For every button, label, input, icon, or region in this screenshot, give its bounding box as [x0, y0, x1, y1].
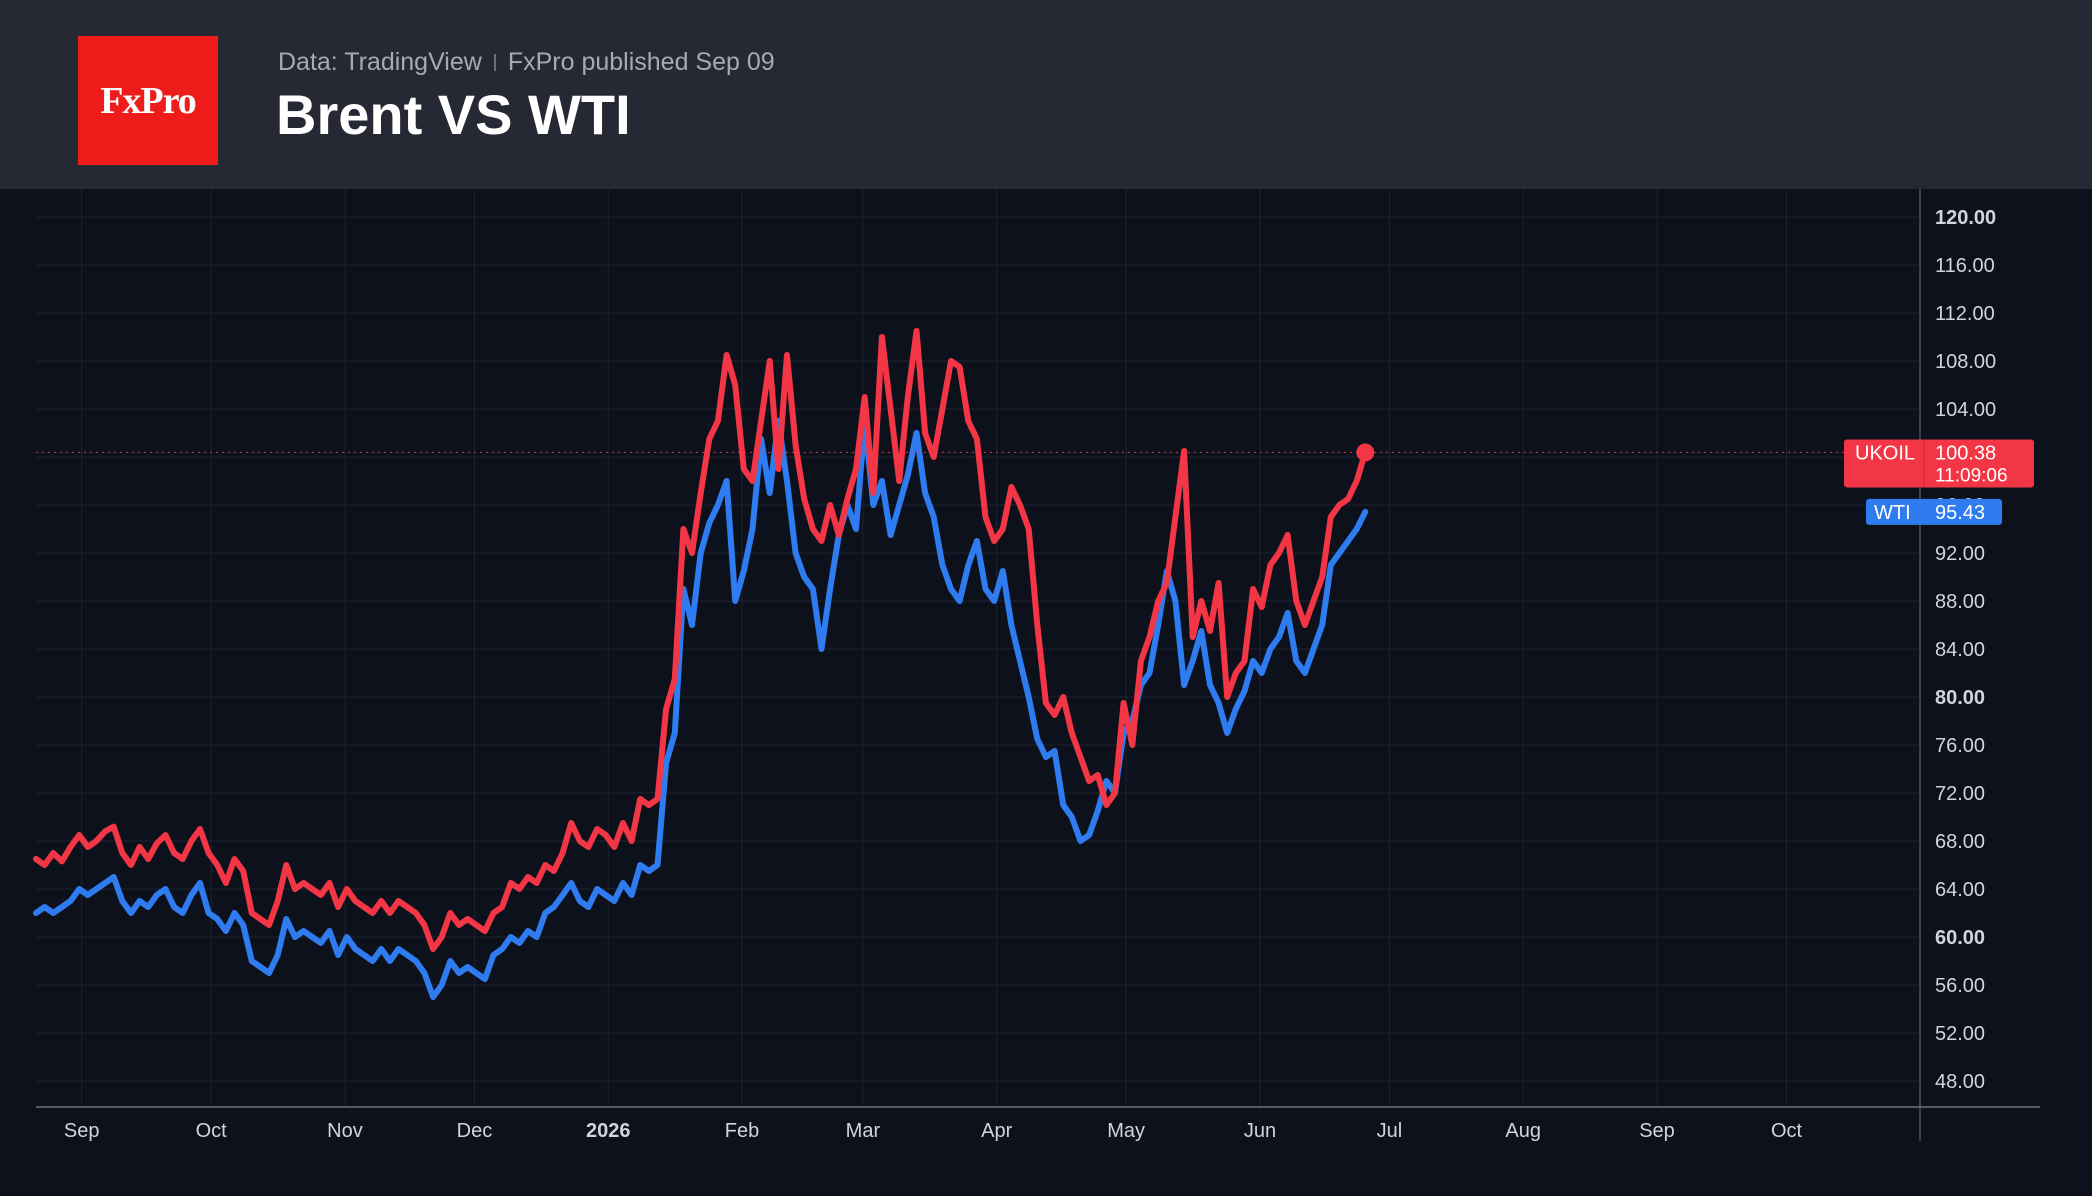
y-tick-label: 84.00 — [1935, 639, 1985, 661]
x-tick-label: Aug — [1505, 1120, 1541, 1142]
y-tick-label: 52.00 — [1935, 1023, 1985, 1045]
logo-text: FxPro — [100, 79, 197, 122]
y-tick-label: 60.00 — [1935, 927, 1985, 949]
last-price-marker — [1356, 443, 1375, 462]
y-tick-label: 80.00 — [1935, 687, 1985, 709]
y-tick-label: 112.00 — [1935, 303, 1995, 325]
data-source: Data: TradingView — [278, 48, 482, 76]
wti-price-value: 95.43 — [1935, 502, 1985, 524]
y-tick-label: 64.00 — [1935, 879, 1985, 901]
fxpro-logo: FxPro — [78, 36, 218, 165]
y-tick-label: 88.00 — [1935, 591, 1985, 613]
ukoil-series-name: UKOIL — [1855, 442, 1915, 464]
y-tick-label: 56.00 — [1935, 975, 1985, 997]
x-tick-label: Feb — [725, 1120, 759, 1142]
wti-line — [33, 418, 1369, 1000]
chart-series — [33, 328, 1369, 1000]
price-chart[interactable]: 120.00116.00112.00108.00104.00100.0096.0… — [0, 189, 2092, 1196]
meta-divider — [493, 54, 496, 71]
x-tick-label: Oct — [196, 1120, 228, 1142]
y-tick-label: 120.00 — [1935, 207, 1996, 229]
x-tick-label: Mar — [846, 1120, 881, 1142]
y-tick-label: 104.00 — [1935, 399, 1996, 421]
wti-label-box — [1866, 498, 2002, 525]
chart-axes: 120.00116.00112.00108.00104.00100.0096.0… — [36, 189, 2040, 1142]
y-tick-label: 72.00 — [1935, 783, 1985, 805]
y-tick-label: 108.00 — [1935, 351, 1996, 373]
header-bar: FxPro Data: TradingView FxPro published … — [0, 0, 2092, 189]
x-tick-label: Jun — [1244, 1120, 1276, 1142]
source-line: Data: TradingView FxPro published Sep 09 — [278, 48, 775, 77]
x-tick-label: Apr — [981, 1120, 1012, 1142]
publish-info: FxPro published Sep 09 — [507, 48, 775, 76]
x-tick-label: 2026 — [586, 1120, 631, 1142]
ukoil-price-value: 100.38 — [1935, 442, 1996, 464]
x-tick-label: Nov — [327, 1120, 363, 1142]
x-tick-label: Oct — [1771, 1120, 1803, 1142]
x-tick-label: Sep — [1639, 1120, 1675, 1142]
x-tick-label: Dec — [457, 1120, 493, 1142]
y-tick-label: 116.00 — [1935, 255, 1995, 277]
x-tick-label: Jul — [1377, 1120, 1403, 1142]
y-tick-label: 92.00 — [1935, 543, 1985, 565]
chart-title: Brent VS WTI — [276, 83, 631, 146]
y-tick-label: 48.00 — [1935, 1071, 1985, 1093]
y-tick-label: 76.00 — [1935, 735, 1985, 757]
ukoil-label-box — [1844, 439, 2034, 488]
ukoil-countdown: 11:09:06 — [1935, 465, 2008, 486]
brent-line — [33, 328, 1369, 952]
chart-grid — [36, 189, 1920, 1107]
x-tick-label: Sep — [64, 1120, 100, 1142]
y-tick-label: 68.00 — [1935, 831, 1985, 853]
x-tick-label: May — [1107, 1120, 1145, 1142]
wti-series-name: WTI — [1874, 502, 1911, 524]
